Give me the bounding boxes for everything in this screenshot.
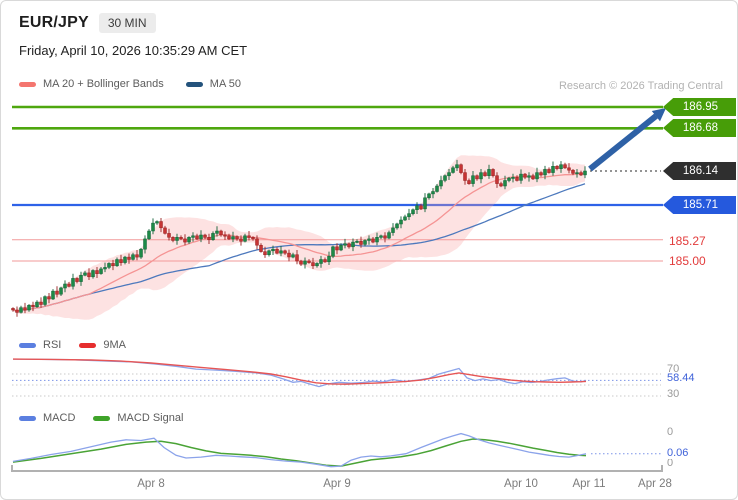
macd-signal-line <box>12 438 587 467</box>
legend-label: MA 20 + Bollinger Bands <box>43 78 164 90</box>
x-axis <box>11 465 663 472</box>
legend-item-macd-signal: MACD Signal <box>93 412 183 424</box>
candlestick-series <box>11 159 587 317</box>
rsi-swatch-icon <box>19 342 36 348</box>
rsi-9ma-line <box>12 358 587 385</box>
legend-label: MACD <box>43 412 76 424</box>
price-legend: MA 20 + Bollinger Bands MA 50 <box>19 78 241 90</box>
rsi-9ma-swatch-icon <box>79 342 97 348</box>
x-axis-label: Apr 9 <box>323 478 351 490</box>
header: EUR/JPY 30 MIN <box>19 13 156 33</box>
trend-arrow-head-icon <box>651 108 666 122</box>
x-axis-label: Apr 8 <box>137 478 165 490</box>
macd-current-value-label: 0.06 <box>665 447 691 459</box>
symbol-title: EUR/JPY <box>19 14 89 31</box>
macd-zero-label: 0 <box>667 426 674 438</box>
legend-label: MACD Signal <box>117 412 184 424</box>
legend-item-9ma: 9MA <box>79 339 126 351</box>
legend-item-ma50: MA 50 <box>185 78 241 90</box>
macd-legend: MACD MACD Signal <box>19 412 183 424</box>
macd-zero-label: 0 <box>667 457 674 469</box>
macd-signal-swatch-icon <box>93 415 111 421</box>
x-axis-label: Apr 11 <box>572 478 606 490</box>
ma20-bollinger-swatch-icon <box>19 81 36 87</box>
pivot-level-label: 185.00 <box>669 254 706 268</box>
chart-datetime: Friday, April 10, 2026 10:35:29 AM CET <box>19 43 248 58</box>
legend-item-ma20-bollinger: MA 20 + Bollinger Bands <box>19 78 164 90</box>
legend-item-macd: MACD <box>19 412 75 424</box>
pivot-level-label: 185.27 <box>669 234 706 248</box>
rsi-level-30-label: 30 <box>667 388 680 400</box>
legend-label: 9MA <box>103 339 126 351</box>
ma50-line <box>12 183 586 312</box>
macd-line <box>12 432 587 468</box>
macd-swatch-icon <box>19 415 36 421</box>
ma50-swatch-icon <box>185 81 203 87</box>
resistance-level-label: 186.95 <box>663 98 736 116</box>
x-axis-label: Apr 10 <box>504 478 538 490</box>
legend-item-rsi: RSI <box>19 339 61 351</box>
rsi-current-value-label: 58.44 <box>665 372 697 384</box>
timeframe-badge[interactable]: 30 MIN <box>98 13 156 33</box>
rsi-line <box>12 358 587 388</box>
last-price-label: 186.14 <box>663 162 736 180</box>
ma20-line <box>12 172 586 312</box>
legend-label: MA 50 <box>209 78 241 90</box>
rsi-legend: RSI 9MA <box>19 339 126 351</box>
copyright-text: Research © 2026 Trading Central <box>558 80 723 92</box>
support-level-label: 185.71 <box>663 196 736 214</box>
legend-label: RSI <box>43 339 62 351</box>
bollinger-band <box>13 155 585 320</box>
resistance-level-label: 186.68 <box>663 119 736 137</box>
x-axis-label: Apr 28 <box>638 478 672 490</box>
trend-arrow-shaft <box>588 113 658 172</box>
